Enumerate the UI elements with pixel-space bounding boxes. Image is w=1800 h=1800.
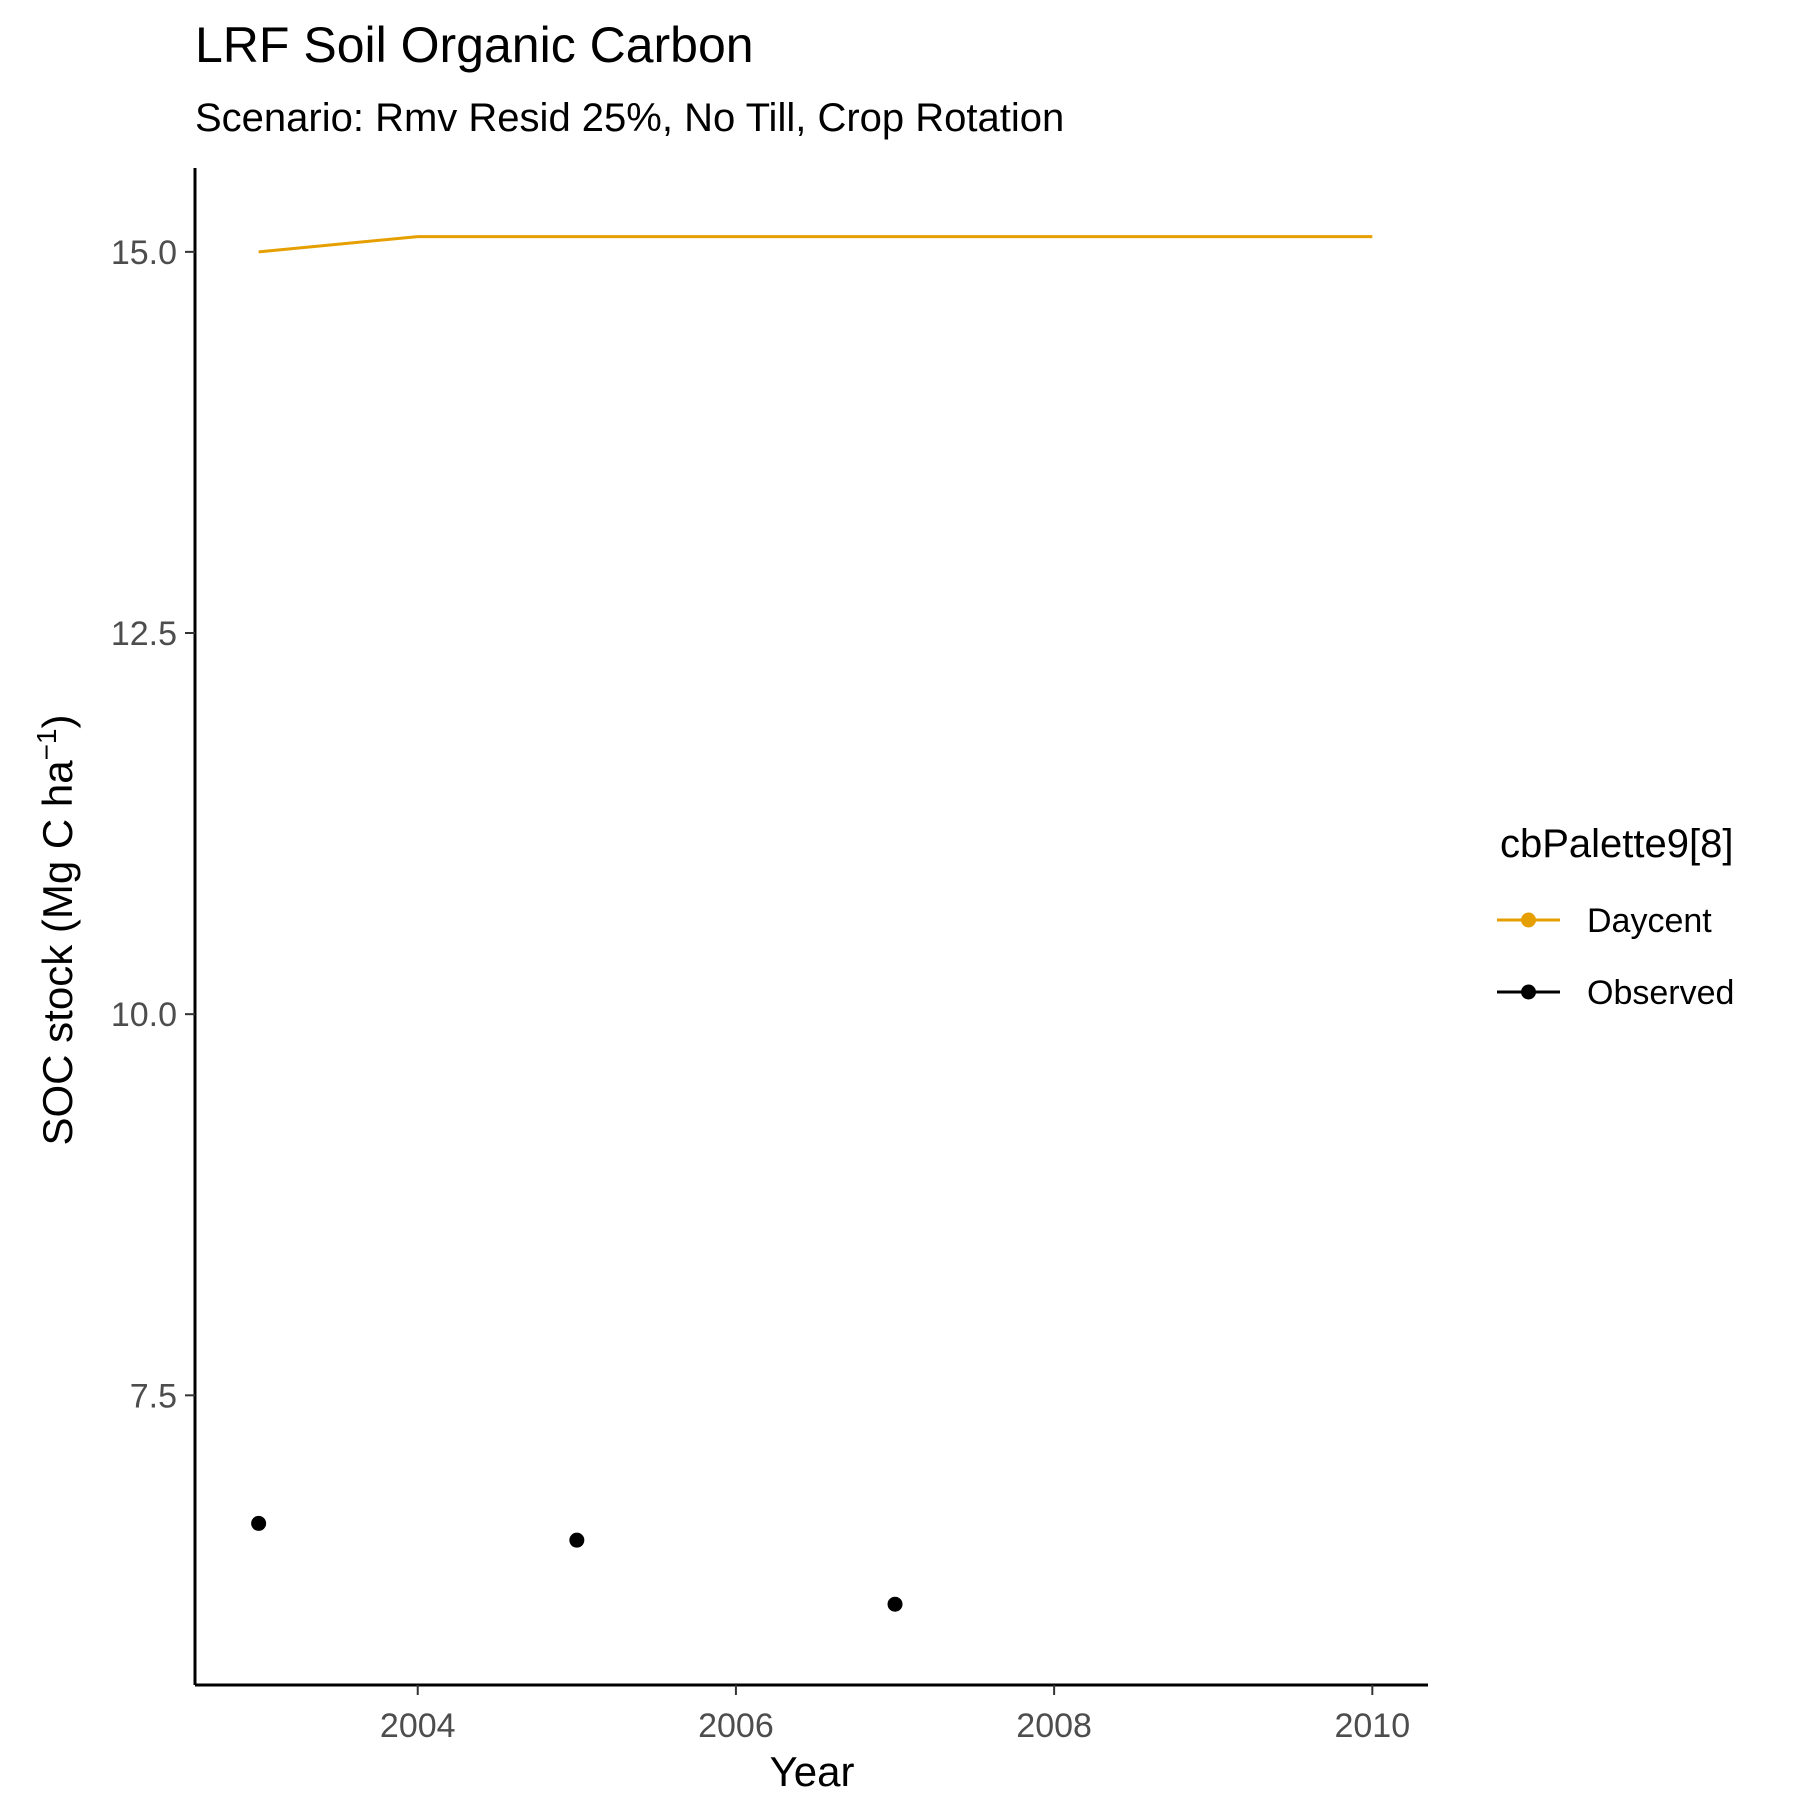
y-tick-label: 10.0 [111, 996, 177, 1034]
series-line-daycent [258, 235, 1373, 254]
data-point-observed [251, 1515, 267, 1531]
legend: cbPalette9[8] Daycent Observed [1497, 822, 1734, 1012]
x-tick-label: 2010 [1334, 1707, 1410, 1745]
y-axis-title-tail: ) [34, 714, 81, 728]
data-point-observed [569, 1532, 585, 1548]
legend-label-observed: Observed [1587, 974, 1734, 1012]
legend-key-point-observed [1521, 984, 1536, 1000]
y-axis-title-superscript: −1 [31, 728, 62, 760]
legend-title: cbPalette9[8] [1500, 822, 1734, 866]
legend-key-point-daycent [1521, 912, 1536, 928]
x-axis-title: Year [770, 1748, 855, 1795]
chart-subtitle: Scenario: Rmv Resid 25%, No Till, Crop R… [195, 96, 1064, 140]
y-tick-label: 7.5 [130, 1377, 177, 1415]
y-axis-title: SOC stock (Mg C ha−1) [31, 714, 81, 1145]
legend-label-daycent: Daycent [1587, 902, 1712, 940]
x-tick-label: 2006 [698, 1707, 774, 1745]
y-tick-label: 15.0 [111, 234, 177, 272]
x-tick-label: 2008 [1016, 1707, 1092, 1745]
x-tick-label: 2004 [380, 1707, 456, 1745]
data-point-observed [887, 1596, 903, 1612]
plot-panel: 7.5 10.0 12.5 15.0 2004 2006 2008 2010 [111, 168, 1428, 1745]
y-axis-title-main: SOC stock (Mg C ha [34, 760, 81, 1146]
chart-title: LRF Soil Organic Carbon [195, 17, 754, 73]
y-tick-label: 12.5 [111, 615, 177, 653]
